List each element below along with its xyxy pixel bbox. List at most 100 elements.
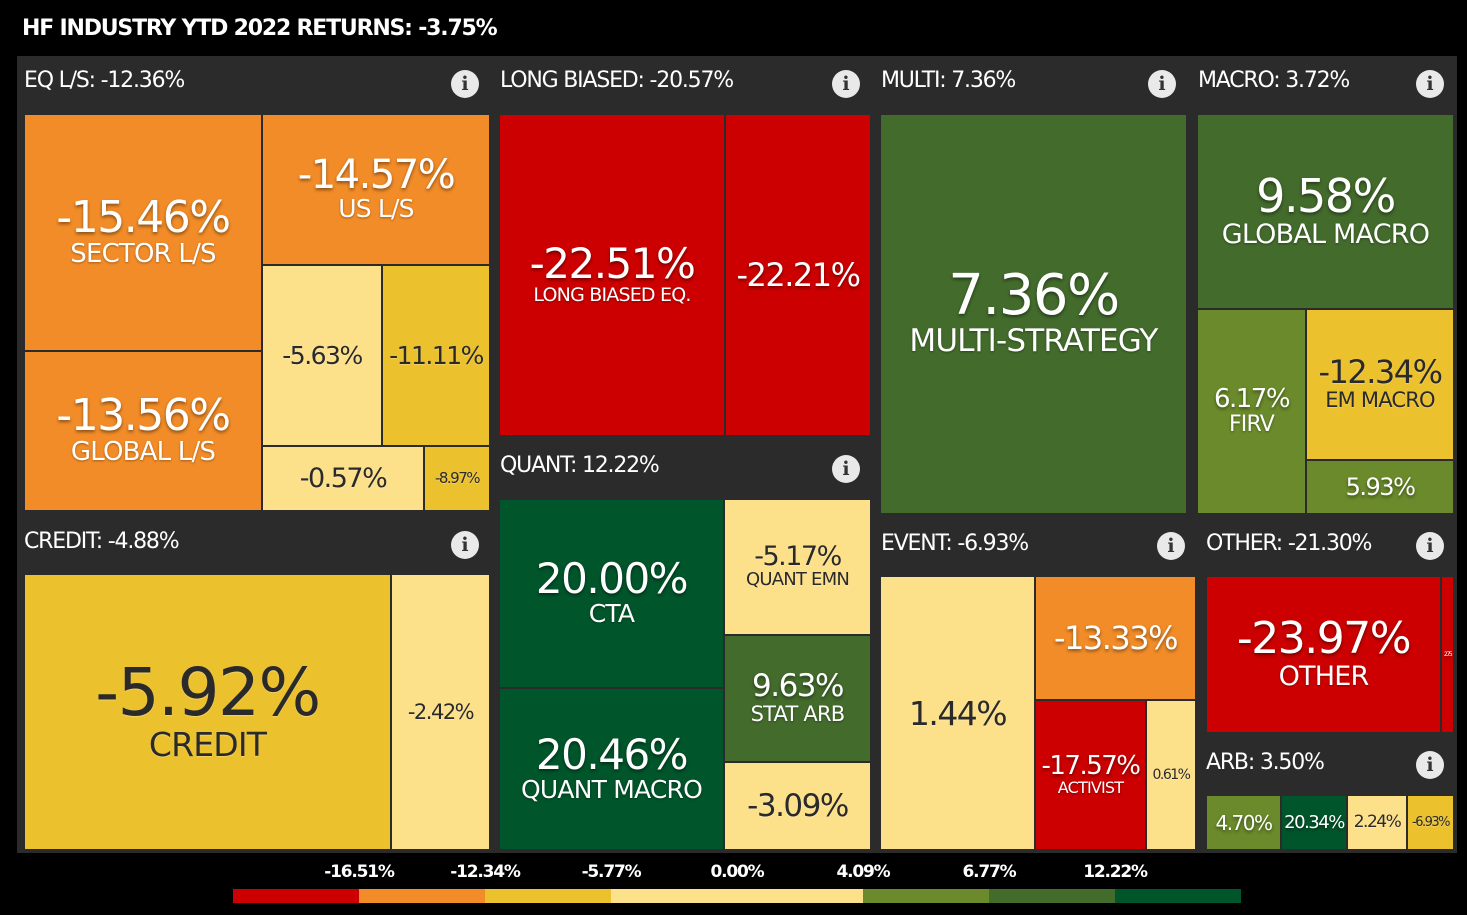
legend-swatch — [485, 889, 611, 903]
treemap-cell-eq-us-l-s[interactable]: -14.57% US L/S — [262, 114, 490, 265]
info-icon[interactable]: i — [1416, 532, 1444, 560]
cell-label: CREDIT — [148, 725, 267, 765]
cell-label: US L/S — [338, 194, 414, 224]
cell-value: 9.63% — [752, 667, 844, 704]
treemap-cell-eq-7[interactable]: -8.97% — [424, 446, 490, 511]
treemap-cell-event-4[interactable]: 0.61% — [1146, 700, 1196, 850]
legend-label: 12.22% — [1083, 862, 1148, 882]
treemap-cell-quant-stat-arb[interactable]: 9.63% STAT ARB — [724, 635, 871, 762]
legend-swatch — [233, 889, 359, 903]
treemap-cell-multi-multi-strategy[interactable]: 7.36% MULTI-STRATEGY — [880, 114, 1187, 514]
cell-label: GLOBAL L/S — [70, 437, 216, 468]
treemap-cell-credit-2[interactable]: -2.42% — [391, 574, 490, 850]
cell-value: -17.57% — [1041, 750, 1141, 781]
legend-swatch — [359, 889, 485, 903]
legend-swatch — [989, 889, 1115, 903]
treemap-cell-eq-4[interactable]: -5.63% — [262, 265, 382, 446]
treemap-cell-long-long-biased-eq[interactable]: -22.51% LONG BIASED EQ. — [499, 114, 725, 436]
cell-value: -5.63% — [282, 341, 363, 370]
cell-value: -5.92% — [95, 654, 321, 732]
info-icon[interactable]: i — [1416, 70, 1444, 98]
cell-label: FIRV — [1228, 411, 1275, 437]
cell-value: 20.46% — [535, 729, 689, 779]
page-title: HF INDUSTRY YTD 2022 RETURNS: -3.75% — [22, 16, 498, 41]
treemap-cell-quant-5[interactable]: -3.09% — [724, 762, 871, 850]
treemap-cell-macro-em-macro[interactable]: -12.34% EM MACRO — [1306, 309, 1454, 460]
treemap-cell-eq-6[interactable]: -0.57% — [262, 446, 424, 511]
info-icon[interactable]: i — [832, 455, 860, 483]
legend-label: 6.77% — [962, 862, 1017, 882]
cell-value: -22.51% — [529, 239, 696, 289]
legend-swatch — [863, 889, 989, 903]
treemap-cell-eq-global-l-s[interactable]: -13.56% GLOBAL L/S — [24, 351, 262, 511]
treemap-cell-other-2[interactable]: 2.75 — [1441, 576, 1454, 733]
cell-value: -12.34% — [1318, 353, 1443, 392]
treemap-cell-event-activist[interactable]: -17.57% ACTIVIST — [1035, 700, 1146, 850]
treemap-cell-event-1[interactable]: 1.44% — [880, 576, 1035, 850]
info-icon[interactable]: i — [1416, 751, 1444, 779]
treemap-cell-eq-sector-l-s[interactable]: -15.46% SECTOR L/S — [24, 114, 262, 351]
cell-label: LONG BIASED EQ. — [533, 284, 691, 307]
cell-value: -3.09% — [747, 787, 849, 824]
legend-label: 0.00% — [710, 862, 765, 882]
info-icon[interactable]: i — [1157, 532, 1185, 560]
treemap-cell-event-2[interactable]: -13.33% — [1035, 576, 1196, 700]
treemap-cell-arb-4[interactable]: -6.93% — [1407, 795, 1454, 850]
group-header-quant: QUANT: 12.22% — [500, 453, 660, 478]
treemap-cell-arb-3[interactable]: 2.24% — [1347, 795, 1407, 850]
cell-value: -23.97% — [1236, 612, 1412, 664]
cell-value: 2.75 — [1443, 650, 1453, 658]
legend-label: -12.34% — [450, 862, 521, 882]
cell-value: 0.61% — [1152, 767, 1191, 783]
cell-label: ACTIVIST — [1057, 777, 1124, 797]
cell-value: -0.57% — [299, 463, 388, 494]
treemap-cell-macro-4[interactable]: 5.93% — [1306, 460, 1454, 514]
legend-label: -5.77% — [581, 862, 642, 882]
cell-value: 20.34% — [1284, 811, 1345, 833]
cell-value: -5.17% — [754, 541, 842, 573]
treemap-cell-other-other[interactable]: -23.97% OTHER — [1206, 576, 1441, 733]
cell-value: -15.46% — [56, 191, 231, 243]
treemap-cell-arb-2[interactable]: 20.34% — [1281, 795, 1347, 850]
cell-value: 6.17% — [1213, 383, 1291, 414]
treemap-cell-quant-quant-emn[interactable]: -5.17% QUANT EMN — [724, 499, 871, 635]
cell-value: -6.93% — [1412, 815, 1451, 830]
info-icon[interactable]: i — [1148, 70, 1176, 98]
treemap-cell-eq-5[interactable]: -11.11% — [382, 265, 490, 446]
group-header-long: LONG BIASED: -20.57% — [500, 68, 734, 93]
treemap-cell-macro-global-macro[interactable]: 9.58% GLOBAL MACRO — [1197, 114, 1454, 309]
info-icon[interactable]: i — [451, 70, 479, 98]
cell-label: OTHER — [1278, 660, 1370, 692]
cell-label: CTA — [588, 599, 635, 629]
treemap-cell-arb-1[interactable]: 4.70% — [1206, 795, 1281, 850]
info-icon[interactable]: i — [832, 70, 860, 98]
cell-value: 1.44% — [908, 693, 1008, 733]
legend-swatch — [1115, 889, 1241, 903]
cell-label: STAT ARB — [750, 701, 846, 726]
group-header-arb: ARB: 3.50% — [1206, 750, 1325, 775]
cell-value: -13.33% — [1053, 619, 1179, 657]
treemap-cell-quant-quant-macro[interactable]: 20.46% QUANT MACRO — [499, 688, 724, 850]
group-header-credit: CREDIT: -4.88% — [24, 529, 180, 554]
treemap-cell-long-2[interactable]: -22.21% — [725, 114, 871, 436]
cell-value: 2.24% — [1353, 812, 1402, 832]
treemap-cell-quant-cta[interactable]: 20.00% CTA — [499, 499, 724, 688]
cell-label: GLOBAL MACRO — [1221, 218, 1430, 250]
group-header-event: EVENT: -6.93% — [881, 531, 1029, 556]
treemap-cell-macro-firv[interactable]: 6.17% FIRV — [1197, 309, 1306, 514]
cell-value: 9.58% — [1256, 168, 1396, 223]
legend-swatch — [737, 889, 863, 903]
legend-label: 4.09% — [836, 862, 891, 882]
group-header-multi: MULTI: 7.36% — [881, 68, 1016, 93]
cell-label: SECTOR L/S — [70, 238, 216, 269]
cell-value: -8.97% — [434, 469, 481, 487]
cell-label: QUANT EMN — [745, 569, 850, 591]
legend-label: -16.51% — [324, 862, 395, 882]
cell-value: -22.21% — [736, 256, 861, 294]
info-icon[interactable]: i — [451, 531, 479, 559]
cell-value: -11.11% — [389, 341, 484, 370]
cell-value: 7.36% — [948, 263, 1120, 329]
treemap-cell-credit-credit[interactable]: -5.92% CREDIT — [24, 574, 391, 850]
cell-value: 20.00% — [535, 554, 689, 604]
cell-value: -14.57% — [297, 152, 456, 199]
